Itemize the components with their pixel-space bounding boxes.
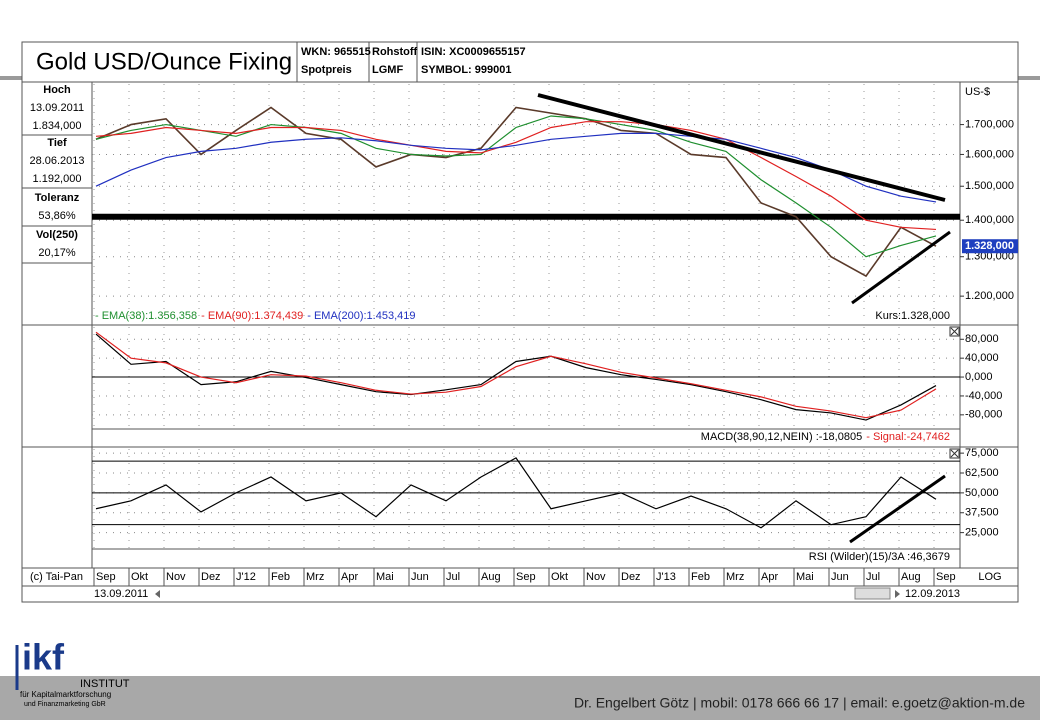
trend-line bbox=[851, 230, 951, 305]
x-tick-label: J'13 bbox=[656, 571, 676, 583]
series-line bbox=[95, 457, 937, 529]
x-tick-label: Feb bbox=[691, 571, 710, 583]
x-tick-label: Mrz bbox=[306, 571, 324, 583]
scroll-right[interactable] bbox=[895, 590, 900, 598]
series-line bbox=[95, 106, 937, 278]
x-tick-label: Jul bbox=[446, 571, 460, 583]
y-tick-label: -80,000 bbox=[965, 409, 1002, 421]
x-tick-label: Okt bbox=[131, 571, 148, 583]
close-icon bbox=[950, 327, 959, 336]
legend-entry: MACD(38,90,12,NEIN) :-18,0805 bbox=[701, 431, 862, 443]
header-symbol: SYMBOL: 999001 bbox=[421, 64, 511, 76]
high-value: 1.834,000 bbox=[33, 120, 82, 132]
legend-entry: - EMA(90):1.374,439 bbox=[201, 310, 303, 322]
series-line bbox=[95, 132, 937, 203]
series-line bbox=[95, 331, 937, 419]
y-tick-label: 62,500 bbox=[965, 467, 999, 479]
logo-line: für Kapitalmarktforschung bbox=[20, 690, 111, 699]
vol-label: Vol(250) bbox=[36, 229, 78, 241]
x-tick-label: Mai bbox=[796, 571, 814, 583]
x-tick-label: Dez bbox=[201, 571, 221, 583]
logo-line: und Finanzmarketing GbR bbox=[24, 701, 106, 708]
x-tick-label: Nov bbox=[166, 571, 186, 583]
y-tick-label: 40,000 bbox=[965, 352, 999, 364]
header-wkn: WKN: 965515 bbox=[301, 46, 371, 58]
x-tick-label: Mai bbox=[376, 571, 394, 583]
footer-band bbox=[0, 676, 1040, 720]
low-value: 1.192,000 bbox=[33, 173, 82, 185]
x-tick-label: Mrz bbox=[726, 571, 744, 583]
x-tick-label: Jun bbox=[831, 571, 849, 583]
x-tick-label: Sep bbox=[516, 571, 536, 583]
y-tick-label: 1.500,000 bbox=[965, 180, 1014, 192]
y-tick-label: 0,000 bbox=[965, 371, 993, 383]
x-tick-label: Sep bbox=[96, 571, 116, 583]
range-start: 13.09.2011 bbox=[94, 588, 148, 600]
y-tick-label: 25,000 bbox=[965, 527, 999, 539]
y-tick-label: 1.300,000 bbox=[965, 251, 1014, 263]
annotation: Kurs:1.328,000 bbox=[875, 310, 950, 322]
header-type: Spotpreis bbox=[301, 64, 352, 76]
y-tick-label: 37,500 bbox=[965, 507, 999, 519]
contact: Dr. Engelbert Götz | mobil: 0178 666 66 … bbox=[574, 695, 1025, 711]
x-tick-label: Nov bbox=[586, 571, 606, 583]
y-tick-label: 75,000 bbox=[965, 447, 999, 459]
x-tick-label: Aug bbox=[481, 571, 501, 583]
price-tag-box bbox=[962, 239, 1018, 254]
close-icon bbox=[950, 449, 959, 458]
legend-entry: RSI (Wilder)(15)/3A :46,3679 bbox=[809, 551, 950, 563]
x-tick-label: Apr bbox=[341, 571, 358, 583]
scroll-left[interactable] bbox=[155, 590, 160, 598]
low-label: Tief bbox=[47, 137, 67, 149]
x-tick-label: Aug bbox=[901, 571, 921, 583]
y-tick-label: 1.600,000 bbox=[965, 148, 1014, 160]
low-date: 28.06.2013 bbox=[29, 155, 84, 167]
high-date: 13.09.2011 bbox=[30, 102, 84, 114]
x-tick-label: Okt bbox=[551, 571, 568, 583]
trend-line bbox=[849, 474, 946, 544]
y-tick-label: 1.700,000 bbox=[965, 118, 1014, 130]
copyright: (c) Tai-Pan bbox=[30, 571, 83, 583]
legend-entry: - EMA(38):1.356,358 bbox=[95, 310, 197, 322]
chart-frame bbox=[21, 41, 1019, 603]
series-line bbox=[95, 115, 937, 258]
logo-institute: INSTITUT bbox=[80, 678, 130, 690]
logo: ikf bbox=[22, 637, 65, 678]
scrollbar-thumb[interactable] bbox=[854, 587, 891, 600]
vol-value: 20,17% bbox=[38, 247, 76, 259]
y-axis-label: US-$ bbox=[965, 86, 990, 98]
legend-entry: - Signal:-24,7462 bbox=[866, 431, 950, 443]
y-tick-label: 80,000 bbox=[965, 333, 999, 345]
chart-title: Gold USD/Ounce Fixing bbox=[36, 48, 292, 75]
scale-mode[interactable]: LOG bbox=[978, 571, 1001, 583]
plots: Sep Okt Nov Dez J'12 Feb Mrz Apr Mai Jun Jul Aug Sep… bbox=[92, 84, 1018, 586]
legend-entry: - EMA(200):1.453,419 bbox=[307, 310, 415, 322]
x-tick-label: Jul bbox=[866, 571, 880, 583]
header-exchange: LGMF bbox=[372, 64, 403, 76]
x-tick-label: J'12 bbox=[236, 571, 256, 583]
series-line bbox=[95, 333, 937, 421]
x-tick-label: Sep bbox=[936, 571, 956, 583]
header-class: Rohstoff bbox=[372, 46, 418, 58]
range-end: 12.09.2013 bbox=[905, 588, 960, 600]
price-tag: 1.328,000 bbox=[965, 240, 1014, 252]
x-tick-label: Apr bbox=[761, 571, 778, 583]
x-tick-label: Feb bbox=[271, 571, 290, 583]
header-isin: ISIN: XC0009655157 bbox=[421, 46, 526, 58]
x-tick-label: Dez bbox=[621, 571, 641, 583]
trend-line bbox=[537, 93, 946, 202]
tolerance-label: Toleranz bbox=[35, 192, 80, 204]
high-label: Hoch bbox=[43, 84, 71, 96]
series-line bbox=[95, 121, 937, 231]
y-tick-label: 50,000 bbox=[965, 487, 999, 499]
y-tick-label: 1.400,000 bbox=[965, 214, 1014, 226]
y-tick-label: -40,000 bbox=[965, 390, 1002, 402]
tolerance-value: 53,86% bbox=[38, 210, 76, 222]
y-tick-label: 1.200,000 bbox=[965, 290, 1014, 302]
x-tick-label: Jun bbox=[411, 571, 429, 583]
